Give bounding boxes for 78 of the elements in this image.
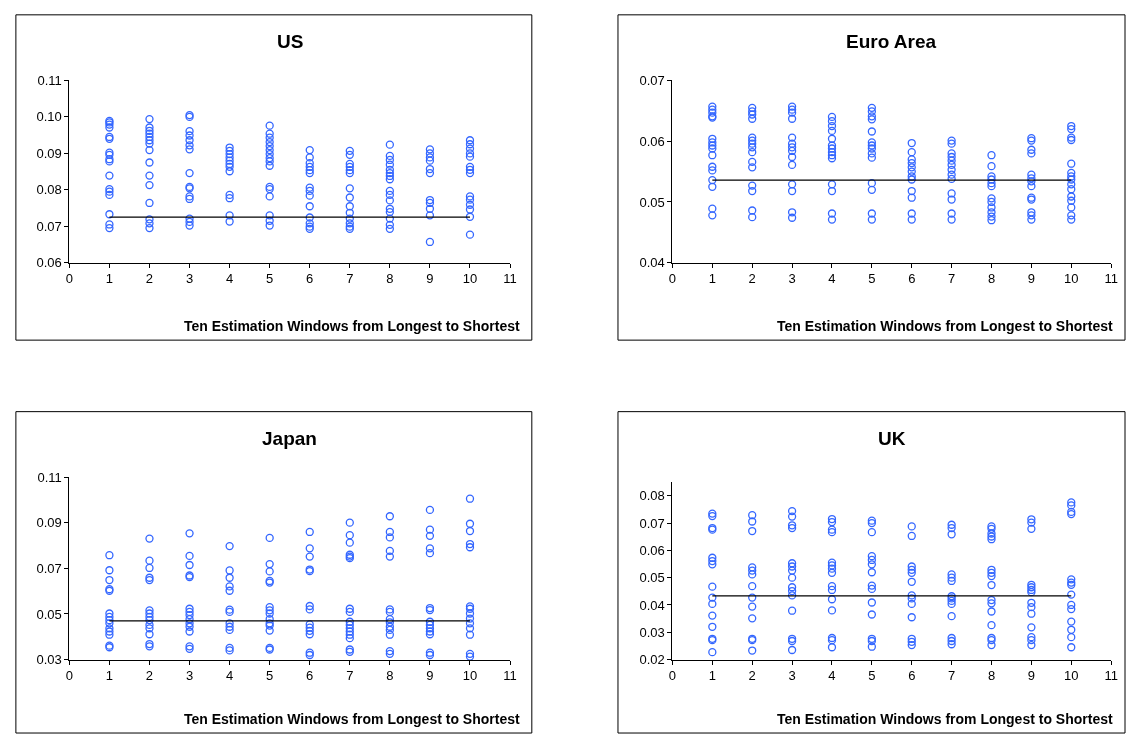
y-tick-label: 0.05 xyxy=(36,606,62,622)
y-tick-label: 0.03 xyxy=(639,624,665,640)
chart-title: US xyxy=(277,31,304,52)
y-tick-label: 0.08 xyxy=(36,182,62,198)
x-tick-label: 5 xyxy=(868,271,876,287)
x-tick-label: 8 xyxy=(987,668,996,684)
x-tick-label: 8 xyxy=(386,668,394,684)
x-tick-label: 6 xyxy=(306,668,314,684)
x-axis-title: Ten Estimation Windows from Longest to Shortest xyxy=(184,711,520,727)
x-tick-label: 6 xyxy=(306,271,314,287)
x-tick-label: 4 xyxy=(828,271,836,287)
y-tick-label: 0.07 xyxy=(36,218,62,234)
y-tick-label: 0.06 xyxy=(36,255,62,271)
x-tick-label: 7 xyxy=(948,271,956,287)
y-tick-label: 0.07 xyxy=(639,73,665,89)
x-tick-label: 4 xyxy=(828,668,836,684)
x-tick-label: 9 xyxy=(1027,668,1035,684)
x-tick-label: 11 xyxy=(503,271,517,287)
x-tick-label: 9 xyxy=(1027,271,1035,287)
x-tick-label: 5 xyxy=(266,271,274,287)
y-tick-label: 0.11 xyxy=(37,73,62,89)
x-tick-label: 0 xyxy=(65,271,73,287)
y-tick-label: 0.09 xyxy=(36,515,62,531)
x-tick-label: 9 xyxy=(426,668,434,684)
x-tick-label: 7 xyxy=(346,668,354,684)
x-tick-label: 2 xyxy=(145,271,154,287)
y-tick-label: 0.08 xyxy=(639,488,665,504)
chart-title: UK xyxy=(878,428,906,449)
chart-title: Japan xyxy=(262,428,317,449)
x-tick-label: 11 xyxy=(503,668,517,684)
x-axis-title: Ten Estimation Windows from Longest to Shortest xyxy=(777,318,1113,334)
x-tick-label: 10 xyxy=(462,271,478,287)
y-tick-label: 0.07 xyxy=(639,515,665,531)
x-tick-label: 5 xyxy=(266,668,274,684)
x-tick-label: 10 xyxy=(1064,271,1079,287)
x-tick-label: 4 xyxy=(225,271,234,287)
x-tick-label: 6 xyxy=(908,668,916,684)
x-tick-label: 8 xyxy=(987,271,996,287)
x-tick-label: 3 xyxy=(788,668,796,684)
x-tick-label: 7 xyxy=(346,271,354,287)
x-tick-label: 1 xyxy=(105,668,114,684)
x-tick-label: 0 xyxy=(668,668,677,684)
x-tick-label: 2 xyxy=(748,271,756,287)
x-tick-label: 2 xyxy=(748,668,756,684)
y-tick-label: 0.11 xyxy=(37,469,62,485)
x-tick-label: 7 xyxy=(948,668,956,684)
x-tick-label: 1 xyxy=(105,271,114,287)
x-tick-label: 11 xyxy=(1104,668,1118,684)
x-tick-label: 6 xyxy=(908,271,916,287)
chart-title: Euro Area xyxy=(846,31,937,52)
y-tick-label: 0.06 xyxy=(639,133,665,149)
x-tick-label: 0 xyxy=(668,271,677,287)
x-tick-label: 3 xyxy=(185,271,194,287)
x-tick-label: 5 xyxy=(868,668,876,684)
x-tick-label: 9 xyxy=(426,271,434,287)
y-tick-label: 0.04 xyxy=(639,597,665,613)
x-axis-title: Ten Estimation Windows from Longest to Shortest xyxy=(184,318,520,334)
x-tick-label: 10 xyxy=(1064,668,1079,684)
x-tick-label: 3 xyxy=(788,271,796,287)
x-axis-title: Ten Estimation Windows from Longest to Shortest xyxy=(777,711,1113,727)
x-tick-label: 2 xyxy=(145,668,154,684)
x-tick-label: 1 xyxy=(708,668,716,684)
x-tick-label: 0 xyxy=(65,668,73,684)
y-tick-label: 0.10 xyxy=(36,109,62,125)
y-tick-label: 0.06 xyxy=(639,542,665,558)
x-tick-label: 11 xyxy=(1104,271,1118,287)
y-tick-label: 0.05 xyxy=(639,194,665,210)
y-tick-label: 0.09 xyxy=(36,145,62,161)
y-tick-label: 0.04 xyxy=(639,255,665,271)
y-tick-label: 0.07 xyxy=(36,560,62,576)
x-tick-label: 10 xyxy=(462,668,478,684)
y-tick-label: 0.02 xyxy=(639,652,665,668)
y-tick-label: 0.03 xyxy=(36,652,62,668)
x-tick-label: 8 xyxy=(386,271,394,287)
x-tick-label: 4 xyxy=(225,668,234,684)
y-tick-label: 0.05 xyxy=(639,570,665,586)
x-tick-label: 1 xyxy=(708,271,716,287)
x-tick-label: 3 xyxy=(185,668,194,684)
